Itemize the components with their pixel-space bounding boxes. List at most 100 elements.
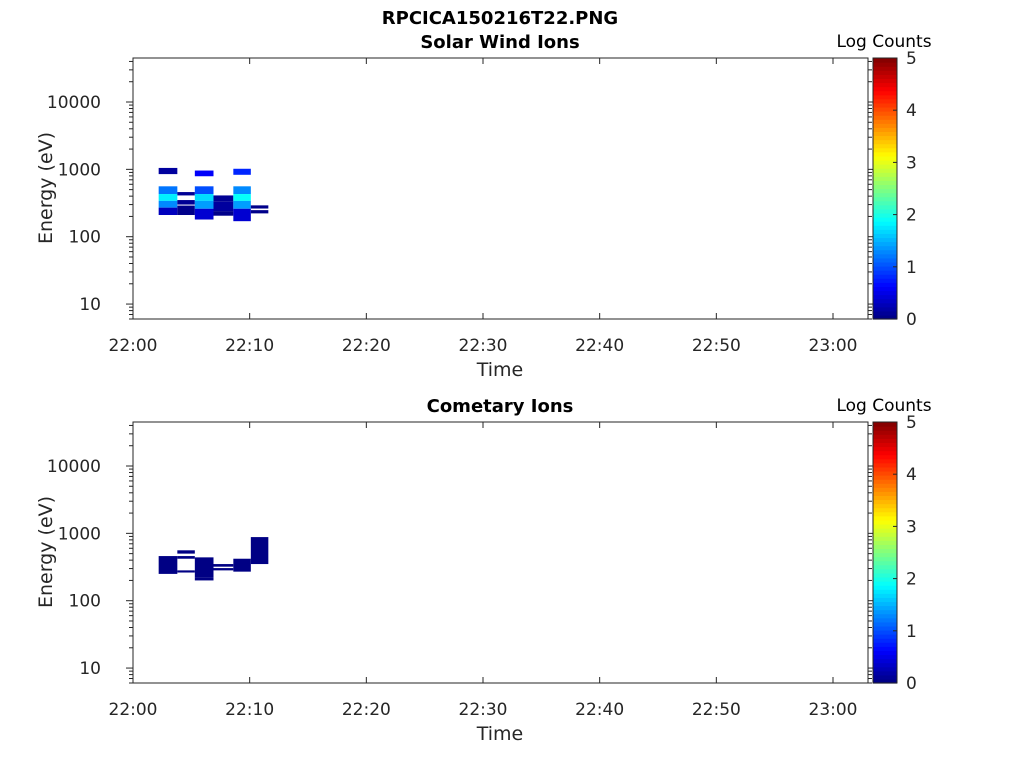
colorbar-segment (873, 634, 897, 639)
spectrogram-cell (233, 208, 251, 222)
colorbar-segment (873, 568, 897, 574)
colorbar-segment (873, 314, 897, 320)
spectrogram-cell (177, 556, 195, 559)
colorbar-segment (873, 225, 897, 230)
spectrogram-cell (158, 186, 178, 195)
colorbar-segment (873, 593, 897, 598)
colorbar-segment (873, 638, 897, 643)
colorbar-segment (873, 442, 897, 448)
y-tick-label: 1000 (58, 160, 101, 180)
spectrogram-cell (194, 208, 214, 220)
colorbar-segment (873, 221, 897, 226)
colorbar-segment (873, 155, 897, 161)
x-tick-label: 22:10 (225, 700, 274, 720)
colorbar-segment (873, 274, 897, 279)
colorbar-segment (873, 666, 897, 672)
spectrogram-cell (213, 564, 234, 567)
colorbar-segment (873, 278, 897, 283)
colorbar-segment (873, 609, 897, 615)
colorbar-segment (873, 188, 897, 194)
cometary-x-ticks: 22:00 22:10 22:20 22:30 22:40 22:50 23:00 (109, 422, 858, 720)
colorbar-segment (873, 507, 897, 513)
colorbar-segment (873, 438, 897, 443)
colorbar-tick-label: 3 (906, 517, 917, 537)
solar-wind-x-axis-label: Time (476, 359, 524, 381)
spectrogram-cell (250, 210, 269, 214)
x-tick-label: 22:20 (342, 700, 391, 720)
colorbar-segment (873, 629, 897, 635)
colorbar-segment (873, 192, 897, 198)
colorbar-tick-label: 4 (906, 465, 917, 485)
colorbar-tick-label: 4 (906, 101, 917, 121)
colorbar-segment (873, 196, 897, 202)
cometary-colorbar: 0 1 2 3 4 5 (872, 413, 917, 694)
spectrogram-cell (194, 577, 214, 581)
colorbar-segment (873, 642, 897, 647)
colorbar-segment (873, 78, 897, 84)
colorbar-segment (873, 528, 897, 533)
x-tick-label: 23:00 (809, 336, 858, 356)
colorbar-segment (873, 127, 897, 133)
spectrogram-cell (177, 192, 195, 196)
colorbar-segment (873, 601, 897, 607)
colorbar-segment (873, 572, 897, 578)
spectrogram-cell (194, 186, 214, 195)
spectrogram-cell (194, 170, 214, 177)
x-tick-label: 22:50 (692, 700, 741, 720)
colorbar-segment (873, 86, 897, 92)
solar-wind-axes-box (132, 57, 869, 320)
spectrogram-cell (213, 195, 234, 202)
colorbar-segment (873, 495, 897, 501)
x-tick-label: 23:00 (809, 700, 858, 720)
y-tick-label: 100 (69, 592, 101, 612)
colorbar-segment (873, 102, 897, 108)
spectrogram-cell (194, 194, 214, 201)
colorbar-segment (873, 310, 897, 316)
cometary-y-axis-label: Energy (eV) (35, 496, 57, 608)
spectrogram-cell (233, 194, 251, 201)
colorbar-segment (873, 249, 897, 255)
colorbar-segment (873, 261, 897, 267)
x-tick-label: 22:00 (109, 700, 158, 720)
spectrogram-cell (194, 557, 214, 578)
colorbar-segment (873, 475, 897, 480)
spectrogram-cell (158, 556, 178, 574)
colorbar-segment (873, 94, 897, 100)
colorbar-segment (873, 290, 897, 296)
colorbar-segment (873, 58, 897, 63)
colorbar-segment (873, 540, 897, 545)
colorbar-segment (873, 70, 897, 75)
spectrogram-cell (158, 194, 178, 201)
x-tick-label: 22:30 (459, 336, 508, 356)
colorbar-segment (873, 106, 897, 112)
cometary-axes-box (132, 421, 869, 684)
colorbar-segment (873, 548, 897, 554)
solar-wind-x-ticks: 22:00 22:10 22:20 22:30 22:40 22:50 23:00 (109, 58, 858, 356)
colorbar-segment (873, 115, 897, 120)
colorbar-segment (873, 491, 897, 497)
spectrogram-cell (158, 207, 178, 216)
colorbar-segment (873, 674, 897, 680)
colorbar-segment (873, 503, 897, 509)
spectrogram-cell (213, 211, 234, 216)
spectrogram-cell (177, 570, 195, 573)
spectrogram-cell (194, 200, 214, 209)
solar-wind-spectrogram (158, 167, 269, 222)
figure-title: RPCICA150216T22.PNG (382, 8, 618, 29)
spectrogram-cell (177, 550, 195, 554)
colorbar-segment (873, 184, 897, 190)
y-tick-label: 10 (79, 659, 101, 679)
y-tick-label: 100 (69, 228, 101, 248)
colorbar-segment (873, 515, 897, 521)
colorbar-segment (873, 450, 897, 456)
y-tick-label: 1000 (58, 524, 101, 544)
colorbar-segment (873, 176, 897, 181)
colorbar-segment (873, 294, 897, 300)
colorbar-tick-label: 0 (906, 310, 917, 330)
colorbar-segment (873, 168, 897, 173)
colorbar-segment (873, 560, 897, 566)
colorbar-segment (873, 499, 897, 505)
colorbar-segment (873, 204, 897, 210)
spectrogram-cell (233, 186, 251, 195)
colorbar-segment (873, 208, 897, 214)
